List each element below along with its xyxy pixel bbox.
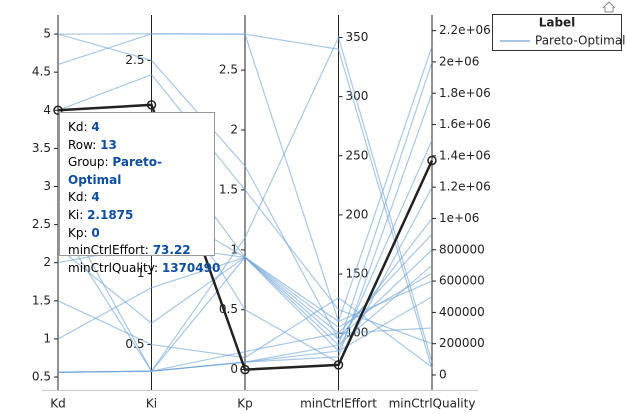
data-line [57,35,433,373]
data-line [57,296,433,368]
axis-label: Ki [146,397,157,411]
tooltip-label: Row: [68,137,97,152]
tick-label: 1 [43,331,51,345]
tick-label: 350 [346,30,369,44]
data-line [57,33,433,324]
tooltip-label: Ki: [68,207,84,222]
highlight-marker [146,100,157,110]
tick-label: 5 [43,27,51,41]
tick-label: 3.5 [32,141,51,155]
tick-label: 1.6e+06 [439,117,491,131]
highlighted-line [57,103,434,371]
tooltip-value: 0 [91,225,100,240]
tooltip: Kd: 4 Row: 13 Group: Pareto-Optimal Kd: 4 Ki… [59,112,220,275]
tick-label: 1e+06 [439,211,479,225]
tick-label: 3 [43,179,51,193]
tick-label: 1.8e+06 [439,86,491,100]
tooltip-value: 4 [91,190,100,205]
tooltip-label: Kd: [68,120,88,134]
tooltip-row: Kd: 4 [68,189,214,207]
data-line [57,139,433,373]
tick-label: 200 [346,207,369,221]
tick-label: 1 [230,242,238,256]
tick-label: 4 [43,103,51,117]
tooltip-row: Kp: 0 [68,225,214,243]
tooltip-row: Ki: 2.1875 [68,207,214,225]
tick-label: 2.5 [125,53,144,67]
tick-label: 0 [230,362,238,376]
tick-label: 1.2e+06 [439,180,491,194]
tick-label: 1.4e+06 [439,148,491,162]
tooltip-label: Kd: [68,190,88,205]
tick-label: 800000 [439,242,485,256]
axis-label: minCtrlEffort [300,397,377,411]
tick-label: 0.5 [125,337,144,351]
legend-title: Label [539,16,576,30]
tooltip-label: Kp: [68,225,88,240]
tick-label: 600000 [439,274,485,288]
tick-label: 2 [230,123,238,137]
highlight-marker [53,105,63,116]
tooltip-label: Group: [68,155,109,170]
highlight-marker [427,155,437,166]
axis-label: minCtrlQuality [389,397,476,411]
tooltip-value: 4 [91,120,100,134]
axis-label: Kd [50,397,66,411]
tick-label: 2 [43,255,51,269]
tooltip-value: 2.1875 [87,207,134,222]
tick-label: 2.2e+06 [439,23,491,37]
tick-label: 2.5 [32,217,51,231]
tooltip-row: Kd: 4 [68,119,214,137]
legend-label: Pareto-Optimal [535,34,626,48]
tooltip-label: minCtrlQuality: [68,260,159,275]
tick-label: 1.5 [32,293,51,307]
tooltip-value: 13 [100,137,117,152]
home-icon[interactable] [602,1,616,13]
tick-label: 2e+06 [439,54,479,68]
tick-label: 1.5 [219,182,238,196]
tooltip-row: minCtrlQuality: 1370490 [68,260,220,278]
tooltip-row: Group: Pareto-Optimal [68,154,214,189]
tick-label: 200000 [439,336,485,350]
tooltip-row: Row: 13 [68,137,214,155]
tick-label: 2.5 [219,63,238,77]
tick-label: 0 [439,367,447,381]
axis-label: Kp [237,397,253,411]
data-line [57,256,433,340]
highlight-marker [333,360,344,370]
highlight-marker [240,364,250,375]
tooltip-value: 73.22 [152,243,191,258]
tooltip-value: Pareto-Optimal [68,155,162,187]
tooltip-value: 1370490 [161,260,221,275]
tick-label: 400000 [439,305,485,319]
legend-box [492,14,622,51]
tick-label: 4.5 [32,65,51,79]
tick-label: 250 [346,148,369,162]
tooltip-row: minCtrlEffort: 73.22 [68,242,214,260]
tooltip-label: minCtrlEffort: [68,243,149,258]
tick-label: 0.5 [32,370,51,384]
tick-label: 1 [137,266,145,280]
